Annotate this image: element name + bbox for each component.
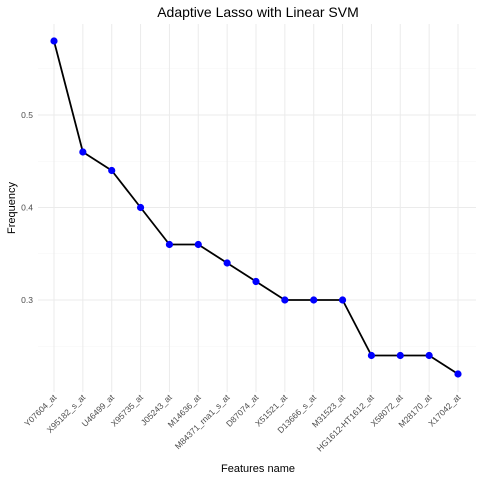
data-point [223, 259, 231, 267]
data-point [165, 240, 174, 249]
data-point [50, 37, 58, 45]
data-point [252, 277, 260, 286]
y-axis-ticks: 0.3 0.4 0.5 [21, 110, 33, 305]
chart-title: Adaptive Lasso with Linear SVM [157, 4, 359, 20]
data-point [338, 296, 347, 304]
data-point [136, 203, 145, 212]
data-point [454, 370, 462, 378]
data-point [310, 296, 318, 304]
data-point [108, 166, 116, 175]
y-tick-label: 0.3 [21, 295, 33, 305]
data-point [79, 148, 87, 156]
y-axis-title: Frequency [6, 182, 18, 234]
data-point [194, 240, 202, 249]
grid [38, 24, 476, 392]
data-point [425, 351, 433, 360]
y-tick-label: 0.5 [21, 110, 33, 120]
data-point [367, 351, 376, 360]
x-tick-label: X17042_at [426, 392, 463, 429]
y-tick-label: 0.4 [21, 203, 33, 213]
data-point [281, 296, 289, 304]
x-axis-title: Features name [221, 463, 295, 475]
x-axis-ticks: Y07604_atX95182_s_atU46499_atX95735_atJ0… [22, 392, 463, 454]
series-points [50, 37, 462, 378]
x-tick-label: HG1612-HT1612_at [315, 392, 377, 454]
data-point [396, 351, 404, 360]
